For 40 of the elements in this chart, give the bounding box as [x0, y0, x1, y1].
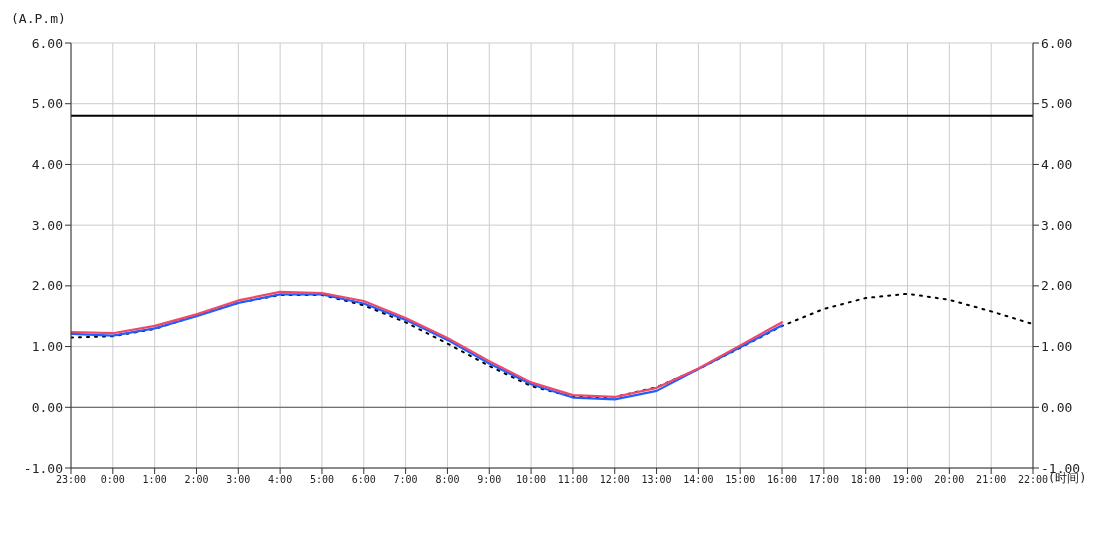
x-tick-label: 6:00 [351, 474, 376, 486]
x-tick-label: 3:00 [226, 474, 251, 486]
x-tick-label: 14:00 [683, 474, 714, 486]
x-tick-label: 11:00 [557, 474, 588, 486]
y2-tick-label: 6.00 [1041, 35, 1073, 51]
y-tick-label: 6.00 [31, 35, 63, 51]
x-tick-label: 2:00 [184, 474, 209, 486]
y2-tick-label: 2.00 [1041, 278, 1073, 294]
y-tick-label: -1.00 [23, 460, 63, 476]
x-tick-label: 5:00 [309, 474, 334, 486]
y2-tick-label: 5.00 [1041, 96, 1073, 112]
y2-tick-label: 0.00 [1041, 399, 1073, 415]
x-tick-label: 12:00 [599, 474, 630, 486]
y-axis-title: (A.P.m) [11, 11, 66, 26]
x-tick-label: 16:00 [766, 474, 798, 486]
y-tick-label: 2.00 [31, 278, 63, 294]
x-tick-label: 4:00 [268, 474, 293, 486]
x-tick-label: 1:00 [142, 474, 167, 486]
y-tick-label: 4.00 [31, 157, 63, 173]
x-tick-label: 7:00 [393, 474, 418, 486]
x-tick-label: 15:00 [725, 474, 756, 486]
x-tick-label: 13:00 [641, 474, 672, 486]
x-tick-label: 17:00 [808, 474, 839, 486]
x-tick-label: 20:00 [934, 474, 965, 486]
y-tick-label: 5.00 [31, 96, 63, 112]
y2-tick-label: 4.00 [1041, 157, 1073, 173]
x-tick-label: 10:00 [516, 474, 547, 486]
y2-tick-label: 3.00 [1041, 217, 1073, 233]
x-tick-label: 19:00 [892, 474, 923, 486]
x-tick-label: 8:00 [435, 474, 460, 486]
x-tick-label: 23:00 [55, 474, 87, 486]
x-tick-label: 0:00 [100, 474, 125, 486]
y-tick-label: 1.00 [31, 339, 63, 355]
x-tick-label: 21:00 [976, 474, 1007, 486]
x-tick-label: 18:00 [850, 474, 881, 486]
x-tick-label: 22:00 [1017, 474, 1049, 486]
y-tick-label: 0.00 [31, 399, 63, 415]
y-tick-label: 3.00 [31, 217, 63, 233]
y2-tick-label: 1.00 [1041, 339, 1073, 355]
x-tick-label: 9:00 [477, 474, 502, 486]
